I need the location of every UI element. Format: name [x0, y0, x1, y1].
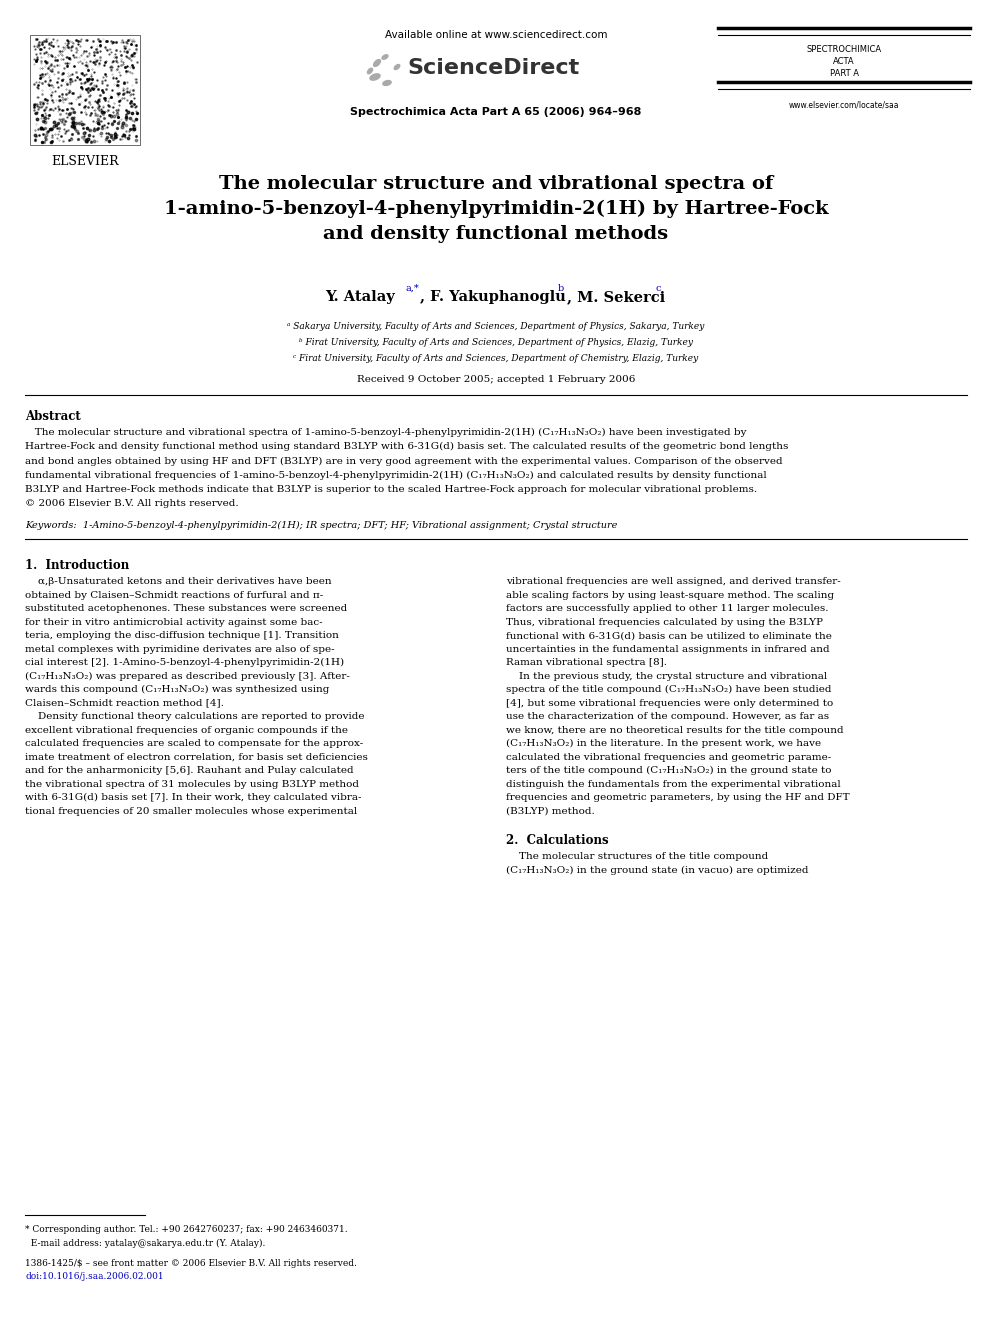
Text: and for the anharmonicity [5,6]. Rauhant and Pulay calculated: and for the anharmonicity [5,6]. Rauhant… — [25, 766, 353, 775]
Text: 1386-1425/$ – see front matter © 2006 Elsevier B.V. All rights reserved.: 1386-1425/$ – see front matter © 2006 El… — [25, 1258, 357, 1267]
Text: ters of the title compound (C₁₇H₁₃N₃O₂) in the ground state to: ters of the title compound (C₁₇H₁₃N₃O₂) … — [506, 766, 831, 775]
Text: Received 9 October 2005; accepted 1 February 2006: Received 9 October 2005; accepted 1 Febr… — [357, 374, 635, 384]
Text: Density functional theory calculations are reported to provide: Density functional theory calculations a… — [25, 712, 364, 721]
Text: Hartree-Fock and density functional method using standard B3LYP with 6-31G(d) ba: Hartree-Fock and density functional meth… — [25, 442, 789, 451]
Text: use the characterization of the compound. However, as far as: use the characterization of the compound… — [506, 712, 829, 721]
Text: © 2006 Elsevier B.V. All rights reserved.: © 2006 Elsevier B.V. All rights reserved… — [25, 499, 239, 508]
Text: In the previous study, the crystal structure and vibrational: In the previous study, the crystal struc… — [506, 672, 827, 681]
Ellipse shape — [381, 54, 389, 60]
Text: Raman vibrational spectra [8].: Raman vibrational spectra [8]. — [506, 659, 667, 667]
Text: (C₁₇H₁₃N₃O₂) in the literature. In the present work, we have: (C₁₇H₁₃N₃O₂) in the literature. In the p… — [506, 740, 821, 749]
Text: The molecular structure and vibrational spectra of
1-amino-5-benzoyl-4-phenylpyr: The molecular structure and vibrational … — [164, 175, 828, 243]
Text: c: c — [655, 284, 661, 292]
Text: Abstract: Abstract — [25, 410, 80, 423]
Text: The molecular structure and vibrational spectra of 1-amino-5-benzoyl-4-phenylpyr: The molecular structure and vibrational … — [25, 429, 747, 437]
Text: spectra of the title compound (C₁₇H₁₃N₃O₂) have been studied: spectra of the title compound (C₁₇H₁₃N₃O… — [506, 685, 831, 695]
Text: obtained by Claisen–Schmidt reactions of furfural and π-: obtained by Claisen–Schmidt reactions of… — [25, 590, 323, 599]
Text: ᵇ Firat University, Faculty of Arts and Sciences, Department of Physics, Elazig,: ᵇ Firat University, Faculty of Arts and … — [299, 337, 693, 347]
Text: PART A: PART A — [829, 69, 858, 78]
Text: factors are successfully applied to other 11 larger molecules.: factors are successfully applied to othe… — [506, 605, 828, 613]
Bar — [30, 34, 140, 146]
Text: calculated frequencies are scaled to compensate for the approx-: calculated frequencies are scaled to com… — [25, 740, 363, 749]
Text: ELSEVIER: ELSEVIER — [52, 155, 119, 168]
Text: α,β-Unsaturated ketons and their derivatives have been: α,β-Unsaturated ketons and their derivat… — [25, 577, 331, 586]
Text: (C₁₇H₁₃N₃O₂) in the ground state (in vacuo) are optimized: (C₁₇H₁₃N₃O₂) in the ground state (in vac… — [506, 865, 808, 875]
Text: E-mail address: yatalay@sakarya.edu.tr (Y. Atalay).: E-mail address: yatalay@sakarya.edu.tr (… — [25, 1238, 266, 1248]
Text: substituted acetophenones. These substances were screened: substituted acetophenones. These substan… — [25, 605, 347, 613]
Text: Claisen–Schmidt reaction method [4].: Claisen–Schmidt reaction method [4]. — [25, 699, 224, 708]
Text: Keywords:  1-Amino-5-benzoyl-4-phenylpyrimidin-2(1H); IR spectra; DFT; HF; Vibra: Keywords: 1-Amino-5-benzoyl-4-phenylpyri… — [25, 521, 617, 531]
Text: SPECTROCHIMICA: SPECTROCHIMICA — [806, 45, 882, 54]
Text: wards this compound (C₁₇H₁₃N₃O₂) was synthesized using: wards this compound (C₁₇H₁₃N₃O₂) was syn… — [25, 685, 329, 695]
Text: ScienceDirect: ScienceDirect — [407, 58, 579, 78]
Text: 1.  Introduction: 1. Introduction — [25, 560, 129, 573]
Text: ᶜ Firat University, Faculty of Arts and Sciences, Department of Chemistry, Elazi: ᶜ Firat University, Faculty of Arts and … — [294, 355, 698, 363]
Text: b: b — [558, 284, 564, 292]
Text: imate treatment of electron correlation, for basis set deficiencies: imate treatment of electron correlation,… — [25, 753, 368, 762]
Text: teria, employing the disc-diffusion technique [1]. Transition: teria, employing the disc-diffusion tech… — [25, 631, 339, 640]
Text: vibrational frequencies are well assigned, and derived transfer-: vibrational frequencies are well assigne… — [506, 577, 841, 586]
Text: with 6-31G(d) basis set [7]. In their work, they calculated vibra-: with 6-31G(d) basis set [7]. In their wo… — [25, 794, 361, 802]
Text: cial interest [2]. 1-Amino-5-benzoyl-4-phenylpyrimidin-2(1H): cial interest [2]. 1-Amino-5-benzoyl-4-p… — [25, 659, 344, 667]
Text: distinguish the fundamentals from the experimental vibrational: distinguish the fundamentals from the ex… — [506, 779, 841, 789]
Text: Y. Atalay: Y. Atalay — [325, 290, 395, 304]
Ellipse shape — [382, 79, 392, 86]
Ellipse shape — [394, 64, 401, 70]
Text: ᵃ Sakarya University, Faculty of Arts and Sciences, Department of Physics, Sakar: ᵃ Sakarya University, Faculty of Arts an… — [288, 321, 704, 331]
Text: Available online at www.sciencedirect.com: Available online at www.sciencedirect.co… — [385, 30, 607, 40]
Text: frequencies and geometric parameters, by using the HF and DFT: frequencies and geometric parameters, by… — [506, 794, 849, 802]
Ellipse shape — [369, 73, 381, 81]
Text: [4], but some vibrational frequencies were only determined to: [4], but some vibrational frequencies we… — [506, 699, 833, 708]
Text: and bond angles obtained by using HF and DFT (B3LYP) are in very good agreement : and bond angles obtained by using HF and… — [25, 456, 783, 466]
Text: the vibrational spectra of 31 molecules by using B3LYP method: the vibrational spectra of 31 molecules … — [25, 779, 359, 789]
Text: for their in vitro antimicrobial activity against some bac-: for their in vitro antimicrobial activit… — [25, 618, 322, 627]
Text: (C₁₇H₁₃N₃O₂) was prepared as described previously [3]. After-: (C₁₇H₁₃N₃O₂) was prepared as described p… — [25, 672, 350, 681]
Text: www.elsevier.com/locate/saa: www.elsevier.com/locate/saa — [789, 101, 900, 108]
Ellipse shape — [373, 60, 381, 67]
Text: metal complexes with pyrimidine derivates are also of spe-: metal complexes with pyrimidine derivate… — [25, 644, 334, 654]
Text: we know, there are no theoretical results for the title compound: we know, there are no theoretical result… — [506, 726, 843, 734]
Text: a,*: a,* — [405, 284, 419, 292]
Text: Thus, vibrational frequencies calculated by using the B3LYP: Thus, vibrational frequencies calculated… — [506, 618, 823, 627]
Ellipse shape — [367, 67, 373, 74]
Text: able scaling factors by using least-square method. The scaling: able scaling factors by using least-squa… — [506, 590, 834, 599]
Text: fundamental vibrational frequencies of 1-amino-5-benzoyl-4-phenylpyrimidin-2(1H): fundamental vibrational frequencies of 1… — [25, 471, 767, 480]
Text: functional with 6-31G(d) basis can be utilized to eliminate the: functional with 6-31G(d) basis can be ut… — [506, 631, 832, 640]
Text: excellent vibrational frequencies of organic compounds if the: excellent vibrational frequencies of org… — [25, 726, 348, 734]
Text: ACTA: ACTA — [833, 57, 855, 66]
Text: * Corresponding author. Tel.: +90 2642760237; fax: +90 2463460371.: * Corresponding author. Tel.: +90 264276… — [25, 1225, 347, 1234]
Text: B3LYP and Hartree-Fock methods indicate that B3LYP is superior to the scaled Har: B3LYP and Hartree-Fock methods indicate … — [25, 484, 757, 493]
Text: calculated the vibrational frequencies and geometric parame-: calculated the vibrational frequencies a… — [506, 753, 831, 762]
Text: uncertainties in the fundamental assignments in infrared and: uncertainties in the fundamental assignm… — [506, 644, 829, 654]
Text: , F. Yakuphanoglu: , F. Yakuphanoglu — [420, 290, 565, 304]
Text: The molecular structures of the title compound: The molecular structures of the title co… — [506, 852, 768, 861]
Text: Spectrochimica Acta Part A 65 (2006) 964–968: Spectrochimica Acta Part A 65 (2006) 964… — [350, 107, 642, 116]
Text: doi:10.1016/j.saa.2006.02.001: doi:10.1016/j.saa.2006.02.001 — [25, 1273, 164, 1281]
Text: tional frequencies of 20 smaller molecules whose experimental: tional frequencies of 20 smaller molecul… — [25, 807, 357, 816]
Text: , M. Sekerci: , M. Sekerci — [567, 290, 666, 304]
Text: 2.  Calculations: 2. Calculations — [506, 835, 609, 847]
Text: (B3LYP) method.: (B3LYP) method. — [506, 807, 595, 816]
